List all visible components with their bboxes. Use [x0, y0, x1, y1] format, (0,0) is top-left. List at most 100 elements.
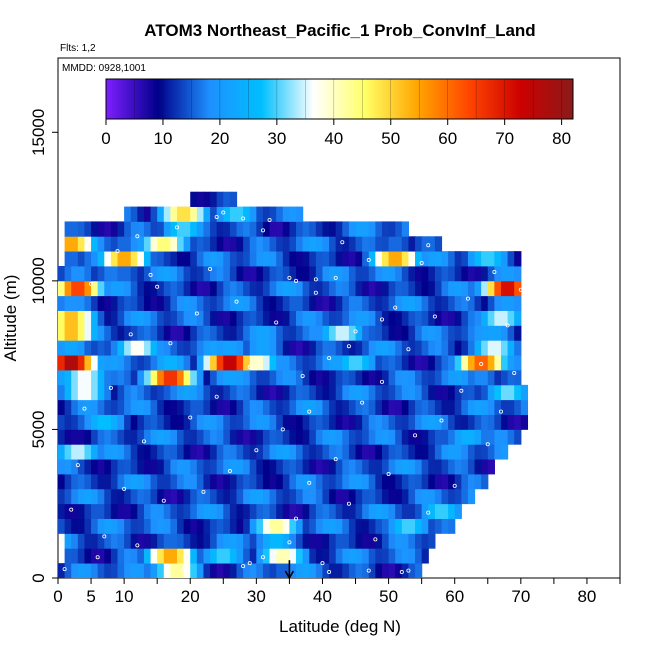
heatmap-cell — [223, 533, 231, 549]
heatmap-cell — [355, 325, 363, 341]
heatmap-cell — [434, 384, 443, 401]
heatmap-cell — [58, 325, 66, 341]
sample-point — [214, 394, 219, 399]
heatmap-cell — [177, 206, 185, 222]
heatmap-cell — [355, 459, 363, 475]
heatmap-cell — [157, 459, 165, 475]
sample-point — [181, 567, 186, 572]
heatmap-cell — [163, 548, 171, 564]
heatmap-cell — [110, 399, 119, 415]
heatmap-cell — [203, 474, 211, 490]
heatmap-cell — [315, 548, 324, 564]
heatmap-cell — [163, 221, 171, 237]
heatmap-cell — [276, 399, 284, 415]
heatmap-cell — [296, 518, 304, 534]
heatmap-cell — [249, 266, 257, 282]
heatmap-cell — [110, 340, 119, 356]
heatmap-cell — [137, 340, 145, 356]
heatmap-cell — [500, 399, 509, 415]
heatmap-cell — [196, 533, 205, 549]
heatmap-cell — [335, 399, 343, 415]
heatmap-cell — [190, 548, 198, 564]
heatmap-cell — [110, 429, 119, 445]
heatmap-cell — [203, 206, 211, 222]
heatmap-cell — [500, 414, 509, 430]
heatmap-cell — [110, 355, 119, 371]
heatmap-cell — [276, 310, 284, 326]
heatmap-cell — [428, 414, 436, 430]
heatmap-cell — [289, 459, 297, 475]
heatmap-cell — [97, 459, 105, 475]
heatmap-cell — [448, 310, 456, 326]
heatmap-cell — [329, 280, 337, 297]
heatmap-cell — [71, 503, 79, 519]
heatmap-cells — [58, 191, 529, 578]
sample-point — [161, 498, 166, 503]
heatmap-cell — [289, 414, 297, 430]
heatmap-cell — [170, 251, 178, 267]
heatmap-cell — [434, 503, 443, 519]
heatmap-cell — [203, 503, 211, 519]
heatmap-cell — [487, 251, 495, 267]
heatmap-cell — [520, 399, 529, 415]
sample-point — [373, 537, 378, 542]
heatmap-cell — [388, 310, 396, 326]
heatmap-cell — [170, 488, 178, 505]
heatmap-cell — [461, 429, 469, 445]
heatmap-cell — [401, 533, 410, 549]
sample-point — [135, 543, 140, 548]
x-tick-label: 20 — [181, 587, 200, 606]
heatmap-cell — [104, 444, 112, 460]
heatmap-cell — [276, 221, 284, 237]
sample-point — [287, 540, 292, 545]
heatmap-cell — [77, 221, 86, 237]
heatmap-cell — [91, 355, 99, 371]
heatmap-cell — [163, 563, 171, 578]
heatmap-cell — [71, 355, 79, 371]
colorbar-gradient — [105, 78, 574, 120]
heatmap-cell — [243, 340, 251, 356]
heatmap-cell — [124, 295, 132, 311]
heatmap-cell — [124, 474, 132, 490]
heatmap-cell — [91, 340, 99, 356]
heatmap-cell — [514, 310, 522, 326]
heatmap-cell — [210, 370, 218, 386]
heatmap-cell — [315, 280, 324, 297]
heatmap-cell — [190, 399, 198, 415]
heatmap-cell — [104, 518, 112, 534]
heatmap-cell — [329, 444, 337, 460]
heatmap-cell — [91, 444, 99, 460]
heatmap-cell — [71, 384, 79, 401]
heatmap-cell — [97, 355, 105, 371]
heatmap-cell — [170, 325, 178, 341]
heatmap-cell — [190, 370, 198, 386]
heatmap-cell — [500, 266, 509, 282]
heatmap-cell — [143, 384, 152, 401]
heatmap-cell — [467, 474, 476, 490]
heatmap-cell — [137, 488, 145, 505]
heatmap-cell — [494, 355, 502, 371]
heatmap-cell — [84, 236, 92, 252]
heatmap-cell — [84, 340, 92, 356]
heatmap-cell — [130, 444, 138, 460]
heatmap-cell — [229, 236, 238, 252]
heatmap-cell — [282, 325, 291, 341]
heatmap-cell — [362, 474, 370, 490]
heatmap-cell — [117, 370, 125, 386]
heatmap-cell — [421, 251, 429, 267]
heatmap-cell — [183, 533, 191, 549]
heatmap-cell — [276, 533, 284, 549]
heatmap-cell — [163, 399, 171, 415]
sample-point — [346, 344, 351, 349]
heatmap-cell — [183, 444, 191, 460]
heatmap-cell — [262, 310, 271, 326]
heatmap-cell — [315, 384, 324, 401]
heatmap-cell — [84, 444, 92, 460]
heatmap-cell — [309, 251, 317, 267]
heatmap-cell — [335, 429, 343, 445]
heatmap-cell — [395, 251, 403, 267]
heatmap-cell — [223, 295, 231, 311]
heatmap-cell — [210, 266, 218, 282]
heatmap-cell — [500, 429, 509, 445]
heatmap-cell — [520, 384, 529, 401]
